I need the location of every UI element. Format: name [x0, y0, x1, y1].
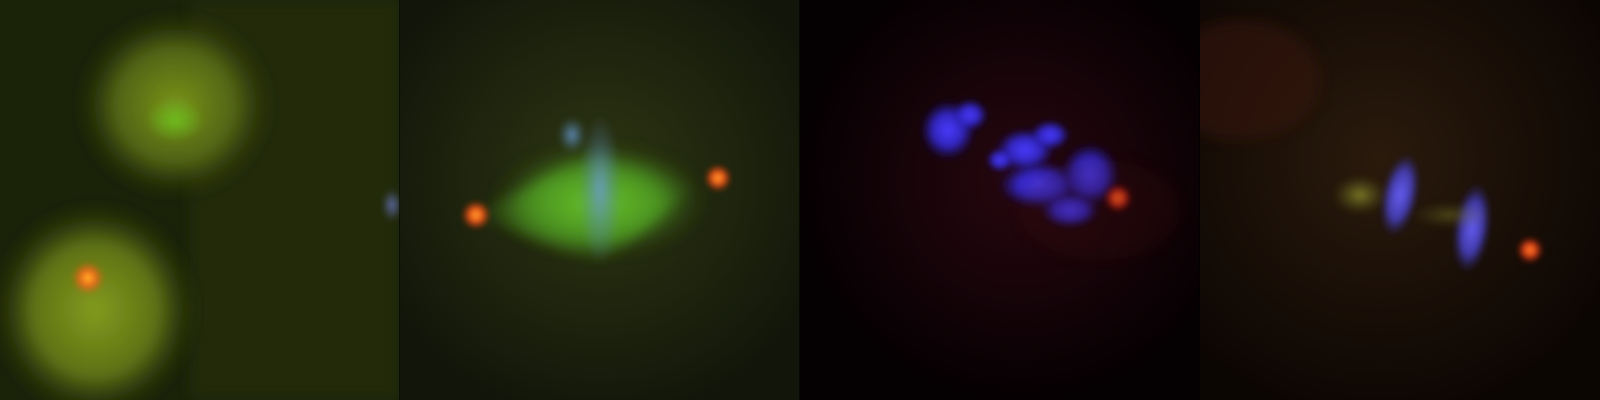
- micrograph-panel-3: [800, 0, 1200, 400]
- centrosome-right: [705, 165, 731, 191]
- centrosome-left: [462, 201, 490, 229]
- micrograph-2: [400, 0, 800, 400]
- micrograph-4: [1200, 0, 1600, 400]
- panel-divider: [799, 0, 800, 400]
- cell-lower: [0, 200, 200, 400]
- panel-divider: [1199, 0, 1200, 400]
- micrograph-panel-1: [0, 0, 400, 400]
- panel-divider: [399, 0, 400, 400]
- micrograph-panel-2: [400, 0, 800, 400]
- centrosome-spot: [1517, 237, 1543, 263]
- chromatid-set-left: [1380, 153, 1420, 237]
- metaphase-chromosomes: [578, 115, 622, 265]
- micrograph-1: [0, 0, 400, 400]
- micrograph-3: [800, 0, 1200, 400]
- micrograph-panel-4: [1200, 0, 1600, 400]
- centrosome-spot: [72, 262, 104, 294]
